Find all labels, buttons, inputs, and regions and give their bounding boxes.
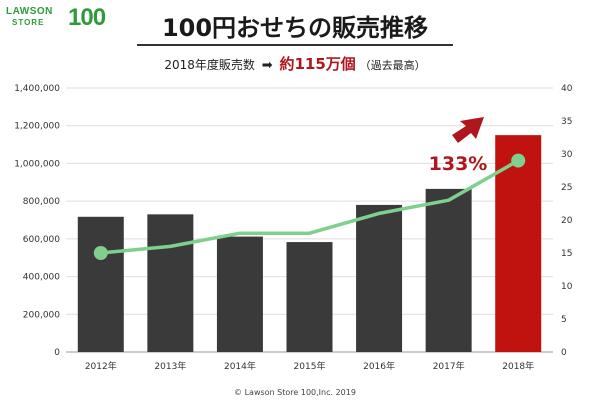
- bar: [216, 236, 263, 352]
- subtitle-note: （過去最高）: [359, 59, 426, 72]
- left-axis-tick-label: 1,200,000: [14, 122, 60, 132]
- left-axis-tick-label: 0: [54, 348, 60, 358]
- line-point: [511, 153, 526, 168]
- logo-number: 100: [68, 4, 106, 31]
- left-axis-tick-label: 200,000: [23, 310, 60, 320]
- left-axis-tick-label: 1,400,000: [14, 84, 60, 94]
- subtitle-highlight: 約115万個: [279, 55, 356, 73]
- page-title: 100円おせちの販売推移: [161, 14, 429, 42]
- bar: [286, 242, 333, 352]
- right-axis-tick-label: 40: [561, 84, 573, 94]
- right-axis-tick-label: 20: [561, 216, 573, 226]
- right-axis-tick-label: 0: [561, 348, 567, 358]
- title-underline: [137, 44, 453, 46]
- left-axis-tick-label: 600,000: [23, 235, 60, 245]
- chart-subtitle: 2018年度販売数 ➡ 約115万個 （過去最高）: [0, 53, 590, 74]
- x-axis-tick-label: 2017年: [433, 360, 465, 372]
- x-axis-tick-label: 2013年: [154, 360, 186, 372]
- x-axis-tick-label: 2018年: [502, 360, 534, 372]
- right-axis-tick-label: 15: [561, 249, 572, 259]
- logo-store-text: STORE: [12, 18, 45, 27]
- right-axis-tick-label: 5: [561, 315, 567, 325]
- right-arrow-icon: ➡: [261, 58, 273, 73]
- copyright-text: © Lawson Store 100,Inc. 2019: [234, 388, 356, 397]
- x-axis-tick-label: 2016年: [363, 360, 395, 372]
- x-axis-tick-label: 2012年: [85, 360, 117, 372]
- line-point: [93, 246, 108, 260]
- right-axis-tick-label: 25: [561, 183, 572, 193]
- right-axis-tick-label: 35: [561, 117, 572, 127]
- bar: [425, 188, 472, 352]
- left-axis-tick-label: 1,000,000: [14, 159, 60, 169]
- left-axis-tick-label: 400,000: [23, 273, 60, 283]
- bar: [77, 216, 124, 352]
- bar: [356, 204, 403, 352]
- bar: [495, 135, 542, 352]
- bar: [147, 214, 194, 352]
- right-axis-tick-label: 30: [561, 150, 573, 160]
- left-axis-tick-label: 800,000: [23, 197, 60, 207]
- series-line: [100, 159, 520, 255]
- subtitle-prefix: 2018年度販売数: [164, 58, 255, 72]
- x-axis-tick-label: 2014年: [224, 360, 256, 372]
- lawson-store-100-logo: LAWSON STORE 100: [6, 4, 126, 36]
- right-axis-tick-label: 10: [561, 282, 573, 292]
- logo-brand-text: LAWSON: [6, 6, 53, 17]
- up-right-arrow-icon: [452, 117, 484, 143]
- x-axis-tick-label: 2015年: [294, 360, 326, 372]
- growth-annotation: 133%: [429, 153, 488, 175]
